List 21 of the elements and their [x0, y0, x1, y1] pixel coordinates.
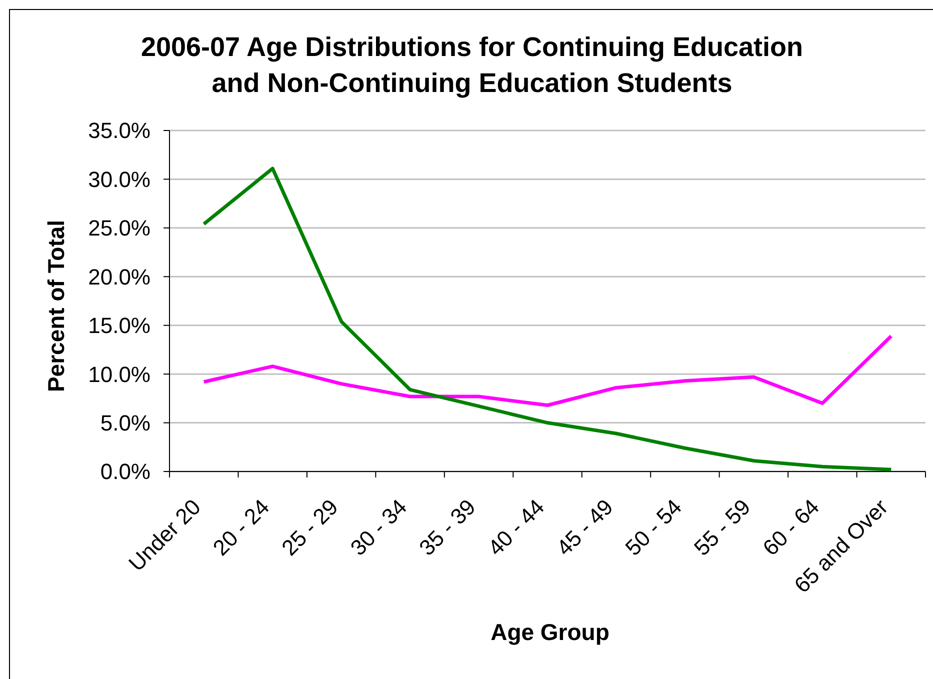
y-tick-label: 0.0%	[100, 459, 150, 484]
y-tick-label: 25.0%	[88, 216, 150, 241]
chart-title: 2006-07 Age Distributions for Continuing Education and Non-Continuing Education Students	[140, 32, 804, 98]
line-series	[202, 334, 893, 407]
y-tick-label: 20.0%	[88, 264, 150, 290]
x-tick-label: 55 - 59	[689, 494, 756, 560]
x-tick-label: 25 - 29	[276, 494, 343, 560]
x-tick-label: 40 - 44	[482, 494, 550, 560]
x-tick-label: 20 - 24	[208, 494, 274, 560]
x-tick-label: 30 - 34	[345, 494, 412, 560]
y-tick-label: 30.0%	[88, 166, 150, 192]
y-tick-label: 5.0%	[100, 410, 150, 436]
x-axis-title: Age Group	[490, 619, 610, 645]
y-tick-label: 15.0%	[88, 313, 150, 338]
y-axis-title: Percent of Total	[43, 220, 69, 392]
line-series	[202, 166, 893, 472]
x-tick-label: 35 - 39	[414, 494, 480, 560]
x-tick-label: 50 - 54	[620, 494, 686, 560]
x-tick-label: 45 - 49	[552, 494, 618, 560]
y-tick-label: 10.0%	[88, 362, 150, 387]
y-tick-label: 35.0%	[88, 118, 150, 144]
